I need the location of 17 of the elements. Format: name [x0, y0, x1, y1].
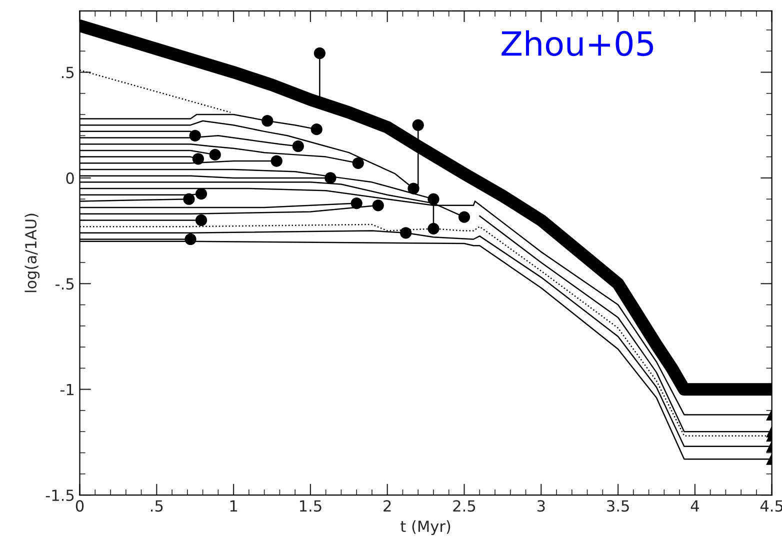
y-tick-label: 0 — [66, 172, 74, 184]
y-tick-label: -.5 — [56, 278, 74, 290]
x-tick-label: 2.5 — [453, 500, 476, 512]
x-tick-label: 0 — [76, 500, 84, 512]
x-tick-label: 1.5 — [300, 500, 322, 512]
x-tick-label: 2 — [384, 500, 391, 512]
x-tick-label: 3.5 — [607, 500, 629, 512]
y-tick-label: .5 — [62, 66, 74, 78]
x-tick-label: 4 — [690, 500, 699, 512]
y-axis-title: log(a/1AU) — [24, 214, 40, 292]
y-tick-label: -1.5 — [46, 490, 74, 502]
annotation: Zhou+05 — [502, 30, 654, 56]
x-tick-label: 1 — [230, 500, 238, 512]
x-axis-title: t (Myr) — [400, 520, 450, 536]
x-tick-label: 3 — [537, 500, 545, 512]
y-tick-label: -1 — [60, 384, 74, 396]
x-tick-label: .5 — [151, 500, 163, 512]
